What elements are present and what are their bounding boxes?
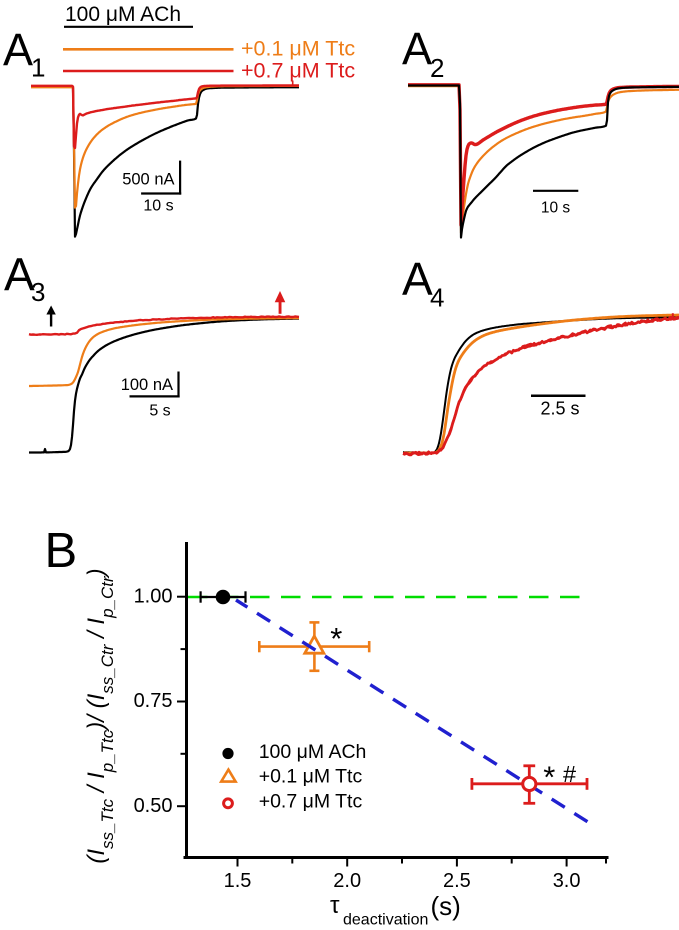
svg-text:100 nA: 100 nA bbox=[121, 376, 173, 394]
svg-text:+0.1 μM Ttc: +0.1 μM Ttc bbox=[259, 766, 363, 788]
svg-text:*: * bbox=[543, 759, 555, 794]
svg-text:1.5: 1.5 bbox=[224, 870, 252, 892]
svg-text:τ: τ bbox=[330, 892, 340, 919]
svg-text:10 s: 10 s bbox=[541, 199, 571, 216]
svg-text:A: A bbox=[402, 23, 432, 74]
svg-text:10 s: 10 s bbox=[143, 198, 173, 215]
svg-text:2.5 s: 2.5 s bbox=[540, 399, 579, 419]
svg-text:4: 4 bbox=[430, 283, 444, 313]
svg-text:1.00: 1.00 bbox=[134, 585, 173, 607]
svg-text:+0.1 μM Ttc: +0.1 μM Ttc bbox=[241, 37, 355, 61]
svg-text:+0.7 μM Ttc: +0.7 μM Ttc bbox=[241, 58, 355, 82]
svg-text:100 μM ACh: 100 μM ACh bbox=[65, 3, 181, 26]
svg-text:A: A bbox=[402, 253, 433, 305]
svg-text:*: * bbox=[330, 621, 342, 656]
svg-text:deactivation: deactivation bbox=[343, 912, 428, 929]
svg-text:B: B bbox=[45, 524, 78, 578]
svg-text:0.50: 0.50 bbox=[134, 795, 173, 817]
svg-text:3: 3 bbox=[31, 277, 45, 307]
svg-text:2.0: 2.0 bbox=[333, 870, 361, 892]
svg-text:2: 2 bbox=[430, 53, 444, 83]
svg-text:A: A bbox=[3, 24, 33, 75]
svg-text:500 nA: 500 nA bbox=[122, 170, 174, 188]
svg-text:#: # bbox=[563, 761, 576, 787]
svg-text:(s): (s) bbox=[431, 891, 461, 921]
svg-text:+0.7 μM Ttc: +0.7 μM Ttc bbox=[259, 791, 363, 813]
svg-text:5 s: 5 s bbox=[149, 403, 170, 420]
svg-text:1: 1 bbox=[31, 53, 45, 83]
svg-text:0.75: 0.75 bbox=[134, 690, 173, 712]
svg-text:3.0: 3.0 bbox=[553, 870, 581, 892]
svg-text:A: A bbox=[4, 249, 35, 301]
svg-text:100 μM ACh: 100 μM ACh bbox=[259, 741, 367, 763]
svg-text:2.5: 2.5 bbox=[443, 870, 471, 892]
